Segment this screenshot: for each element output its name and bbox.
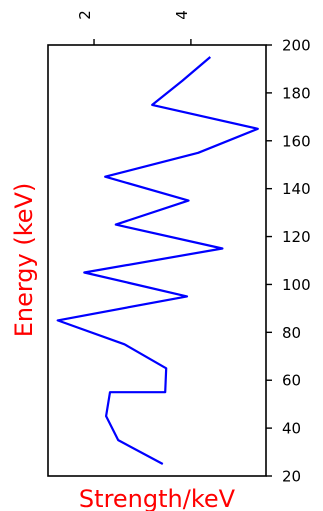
x-axis-title: Strength/keV [79,485,236,511]
ticks-layer: 20 40 60 80 100 120 140 160 180 200 2 4 [76,10,311,485]
y-tick-label: 140 [282,180,311,198]
y-tick-label: 60 [282,372,301,390]
y-axis-title: Energy (keV) [10,183,38,338]
y-tick-label: 180 [282,84,311,102]
y-tick-label: 100 [282,276,311,294]
y-tick-label: 160 [282,132,311,150]
x-tick-label: 4 [173,10,191,20]
series-line [56,56,259,465]
points-layer [57,56,258,465]
y-tick-label: 120 [282,228,311,246]
y-tick-label: 200 [282,37,311,55]
y-tick-label: 80 [282,324,301,342]
y-tick-label: 40 [282,420,301,438]
plot-frame [47,44,267,477]
x-tick-label: 2 [76,10,94,20]
y-tick-label: 20 [282,468,301,486]
